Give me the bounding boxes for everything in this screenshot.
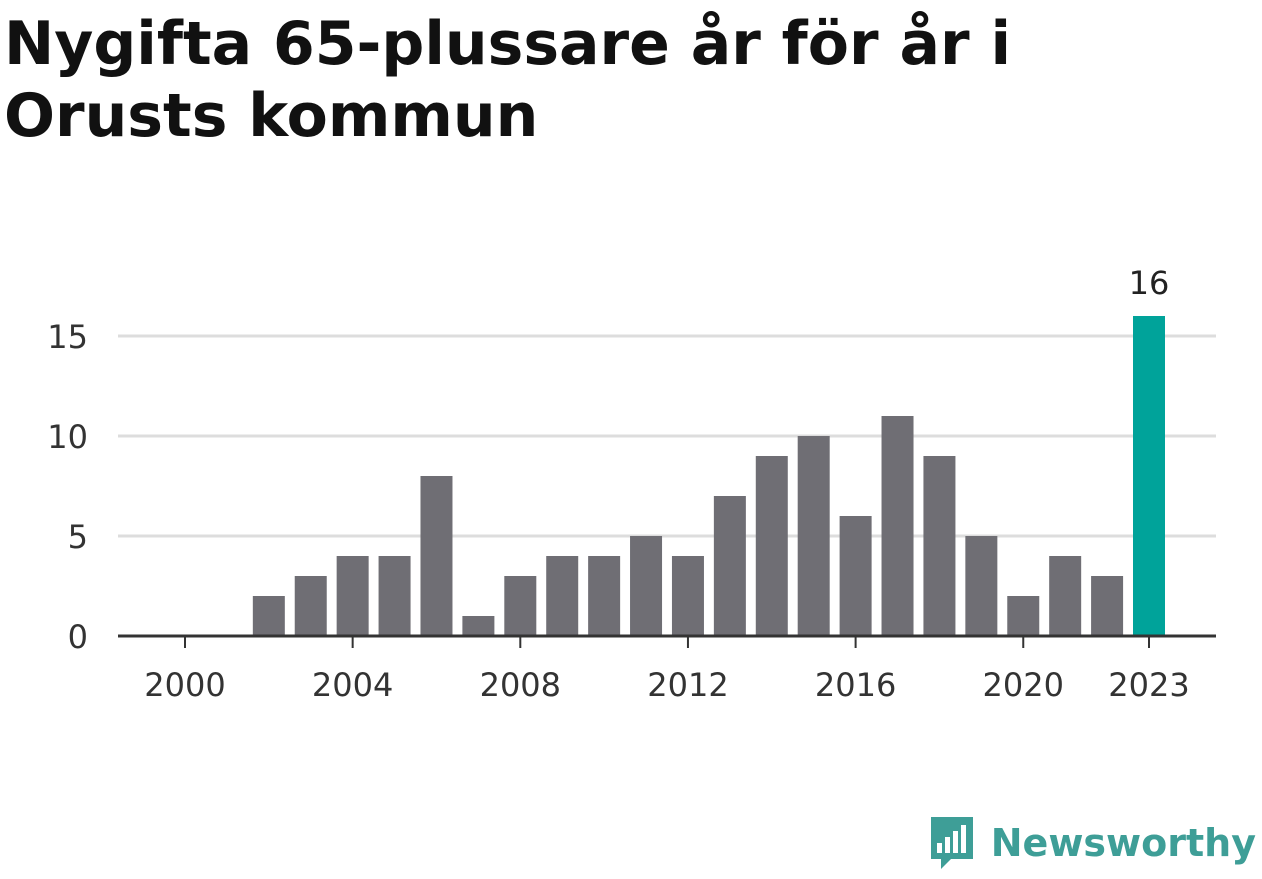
bar-chart-speech-bubble-icon [930,817,973,869]
brand-name: Newsworthy [990,821,1256,865]
x-tick-label-2012: 2012 [647,666,728,704]
y-axis-tick-labels: 0 5 10 15 [47,318,88,656]
bar-2006 [420,476,453,636]
bars [252,316,1165,636]
bar-2004 [336,556,369,636]
chart-title: Nygifta 65-plussare år för år i Orusts k… [4,9,1012,151]
bar-2021 [1049,556,1082,636]
bar-2019 [965,536,998,636]
bar-2018 [923,456,956,636]
bar-2003 [294,576,327,636]
data-labels: 16 [1129,264,1170,302]
bar-2011 [630,536,663,636]
y-tick-label-10: 10 [47,418,88,456]
y-tick-label-5: 5 [68,518,88,556]
x-tick-label-2020: 2020 [983,666,1064,704]
bar-2013 [713,496,746,636]
bar-2017 [881,416,914,636]
bar-2014 [755,456,788,636]
x-tick-label-2008: 2008 [480,666,561,704]
bar-2023 [1133,316,1165,636]
bar-2022 [1091,576,1124,636]
bar-2016 [839,516,872,636]
x-tick-label-2004: 2004 [312,666,393,704]
bar-2007 [462,616,495,636]
brand-logo: Newsworthy [927,813,1256,873]
bar-2015 [797,436,830,636]
bar-2012 [671,556,704,636]
bar-2010 [588,556,621,636]
x-tick-label-2023: 2023 [1108,666,1189,704]
y-tick-label-0: 0 [68,618,88,656]
y-tick-label-15: 15 [47,318,88,356]
bar-2005 [378,556,411,636]
x-tick-label-2000: 2000 [144,666,225,704]
x-tick-label-2016: 2016 [815,666,896,704]
bar-2020 [1007,596,1040,636]
data-label-2023: 16 [1129,264,1170,302]
gridlines [118,334,1216,538]
bar-2008 [504,576,537,636]
x-axis-tick-labels: 2000 2004 2008 2012 2016 2020 2023 [144,636,1190,704]
bar-2009 [546,556,579,636]
bar-2002 [252,596,285,636]
